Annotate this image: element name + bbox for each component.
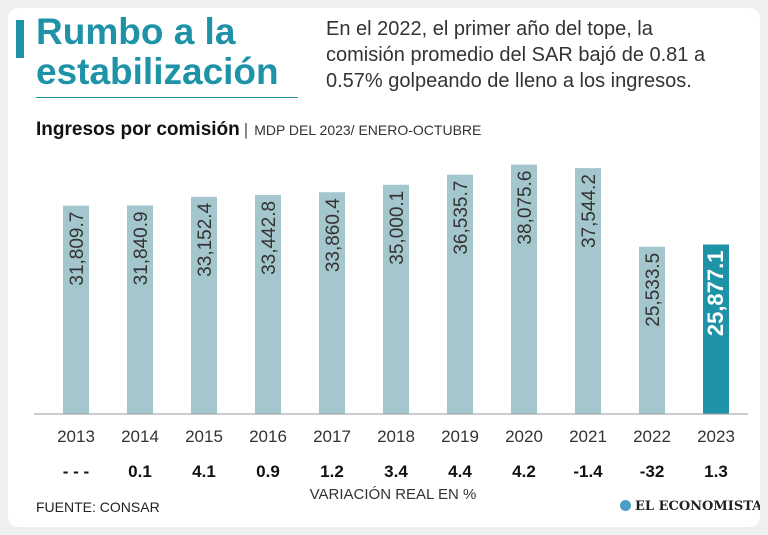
header-subtitle: En el 2022, el primer año del tope, la c… bbox=[326, 16, 751, 94]
variation-caption: VARIACIÓN REAL EN % bbox=[310, 486, 477, 503]
bar-2021 bbox=[575, 168, 601, 414]
bar-value-label-2017: 33,860.4 bbox=[323, 198, 344, 272]
bar-2017 bbox=[319, 192, 345, 414]
bar-value-label-2021: 37,544.2 bbox=[579, 174, 600, 248]
x-tick-label-2021: 2021 bbox=[569, 427, 607, 446]
chart-title-separator: | bbox=[243, 120, 249, 139]
bar-value-label-2019: 36,535.7 bbox=[451, 181, 472, 255]
bar-value-label-2018: 35,000.1 bbox=[387, 191, 408, 265]
variation-label-2013: - - - bbox=[63, 462, 89, 481]
variation-label-2021: -1.4 bbox=[573, 462, 603, 481]
infographic-card: Rumbo a la estabilización En el 2022, el… bbox=[8, 8, 760, 527]
bar-value-label-2014: 31,840.9 bbox=[131, 211, 152, 285]
subtitle-line-1: En el 2022, el primer año del tope, la bbox=[326, 18, 653, 40]
bar-2022 bbox=[639, 246, 665, 414]
chart-subtitle: MDP DEL 2023/ ENERO-OCTUBRE bbox=[254, 122, 482, 138]
bar-value-label-2023: 25,877.1 bbox=[703, 251, 728, 337]
x-tick-label-2017: 2017 bbox=[313, 427, 351, 446]
variation-label-2020: 4.2 bbox=[512, 462, 536, 481]
bar-value-label-2016: 33,442.8 bbox=[259, 201, 280, 275]
main-title-line2: estabilización bbox=[36, 51, 279, 92]
brand-name: EL ECONOMISTA bbox=[635, 499, 760, 514]
chart-heading: Ingresos por comisión | MDP DEL 2023/ ENER… bbox=[36, 119, 481, 141]
bar-value-label-2013: 31,809.7 bbox=[67, 212, 88, 286]
x-tick-label-2018: 2018 bbox=[377, 427, 415, 446]
bar-2019 bbox=[447, 174, 473, 414]
variation-label-2018: 3.4 bbox=[384, 462, 408, 481]
x-tick-label-2020: 2020 bbox=[505, 427, 543, 446]
bar-2020 bbox=[511, 164, 537, 414]
source-note: FUENTE: CONSAR bbox=[36, 499, 160, 515]
x-tick-label-2016: 2016 bbox=[249, 427, 287, 446]
subtitle-line-2: comisión promedio del SAR bajó de 0.81 a bbox=[326, 44, 706, 66]
subtitle-line-3: 0.57% golpeando de lleno a los ingresos. bbox=[326, 70, 692, 92]
variation-label-2015: 4.1 bbox=[192, 462, 216, 481]
bar-2016 bbox=[255, 194, 281, 414]
title-accent-bar bbox=[16, 20, 24, 58]
bar-value-label-2022: 25,533.5 bbox=[643, 253, 664, 327]
x-tick-label-2015: 2015 bbox=[185, 427, 223, 446]
variation-label-2014: 0.1 bbox=[128, 462, 152, 481]
bar-value-label-2015: 33,152.4 bbox=[195, 202, 216, 276]
bar-2013 bbox=[63, 205, 89, 414]
brand-logo: EL ECONOMISTA bbox=[620, 499, 760, 514]
bar-2023 bbox=[703, 244, 729, 414]
variation-label-2023: 1.3 bbox=[704, 462, 728, 481]
variation-label-2019: 4.4 bbox=[448, 462, 472, 481]
variation-label-2016: 0.9 bbox=[256, 462, 280, 481]
variation-label-2017: 1.2 bbox=[320, 462, 344, 481]
bar-2014 bbox=[127, 205, 153, 414]
bar-2018 bbox=[383, 184, 409, 414]
x-tick-label-2014: 2014 bbox=[121, 427, 159, 446]
x-tick-label-2023: 2023 bbox=[697, 427, 735, 446]
variation-label-2022: -32 bbox=[640, 462, 665, 481]
main-title-line1: Rumbo a la bbox=[36, 11, 236, 52]
chart-title: Ingresos por comisión bbox=[36, 119, 240, 140]
x-tick-label-2013: 2013 bbox=[57, 427, 95, 446]
x-tick-label-2019: 2019 bbox=[441, 427, 479, 446]
economista-logo-icon bbox=[620, 500, 631, 511]
bar-value-label-2020: 38,075.6 bbox=[515, 171, 536, 245]
bar-2015 bbox=[191, 196, 217, 414]
x-tick-label-2022: 2022 bbox=[633, 427, 671, 446]
bar-chart: 31,809.7 2013 - - - 31,840.9 2014 0.1 33,152.4… bbox=[34, 164, 748, 503]
title-divider bbox=[36, 97, 298, 98]
main-title: Rumbo a la estabilización bbox=[36, 12, 316, 92]
